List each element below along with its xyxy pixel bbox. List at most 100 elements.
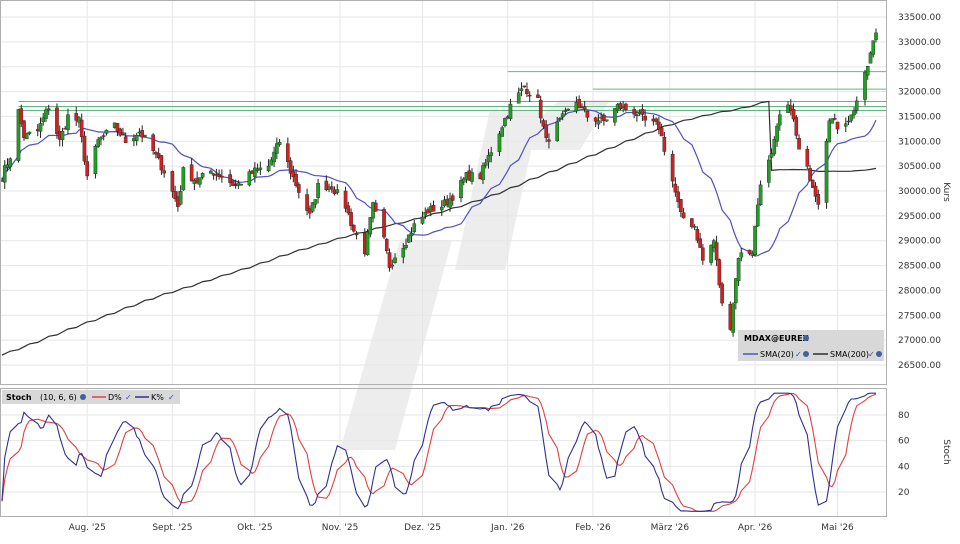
candle	[758, 180, 763, 206]
support-levels	[18, 71, 886, 111]
candle	[503, 117, 507, 128]
stoch-tick-label: 60	[898, 437, 910, 447]
candle	[390, 259, 395, 270]
info-icon[interactable]	[80, 394, 86, 400]
info-icon[interactable]	[803, 335, 809, 341]
stoch-legend: Stoch (10, 6, 6) D% ✓ K% ✓	[2, 390, 180, 404]
y-tick-label: 33500.00	[898, 13, 941, 23]
check-icon[interactable]: ✓	[868, 350, 875, 359]
candle	[24, 132, 29, 140]
candle	[775, 123, 779, 147]
candle	[486, 149, 491, 169]
candle	[16, 108, 21, 163]
candle	[772, 136, 777, 156]
candle	[154, 150, 158, 159]
candle	[794, 114, 799, 140]
candle	[673, 177, 678, 197]
main-legend: MDAX@EUREX SMA(20) ✓ SMA(200) ✓	[738, 330, 884, 361]
candle	[60, 127, 65, 147]
candle	[431, 200, 436, 212]
candle	[297, 182, 301, 199]
check-icon[interactable]: ✓	[168, 393, 175, 402]
y-tick-label: 31000.00	[898, 137, 941, 147]
x-tick-label: Jan. '26	[490, 523, 525, 533]
candle	[577, 95, 581, 109]
candle	[643, 109, 647, 127]
candle	[151, 133, 155, 155]
candle	[228, 169, 232, 187]
candle	[679, 198, 683, 218]
candle	[602, 113, 606, 126]
candle	[824, 138, 829, 209]
candle	[593, 116, 598, 128]
candle	[767, 155, 771, 188]
candle	[217, 169, 221, 180]
candle	[813, 182, 818, 203]
candle	[676, 185, 680, 209]
candle	[830, 118, 834, 124]
candle	[310, 202, 315, 213]
candle	[247, 169, 252, 187]
candle	[563, 107, 568, 115]
legend-sma200: SMA(200)	[830, 350, 869, 359]
candle	[508, 98, 513, 121]
candles	[0, 28, 878, 337]
candle	[604, 119, 609, 122]
candle	[335, 184, 340, 195]
candle	[547, 133, 551, 149]
candle	[123, 132, 128, 143]
candle	[483, 158, 488, 169]
candle	[681, 207, 686, 219]
info-icon[interactable]	[803, 351, 809, 357]
candle	[816, 189, 821, 210]
candle	[313, 199, 318, 209]
stoch-d-line	[1, 392, 877, 512]
candle	[810, 179, 815, 188]
y-tick-label: 27500.00	[898, 311, 941, 321]
x-tick-label: Dez. '25	[404, 523, 441, 533]
candle	[632, 106, 636, 119]
candle	[82, 131, 87, 165]
candle	[778, 110, 782, 131]
candle	[140, 125, 144, 143]
candle	[448, 192, 452, 212]
info-icon[interactable]	[876, 351, 882, 357]
candle	[566, 108, 570, 111]
candle	[714, 235, 719, 267]
candle	[805, 145, 810, 170]
main-panel-frame	[0, 0, 887, 385]
candle	[178, 185, 183, 206]
candle	[354, 231, 359, 240]
sma20-path	[1, 108, 877, 257]
candle	[368, 217, 373, 238]
candle	[134, 132, 139, 146]
candle	[459, 176, 463, 203]
stoch-panel-frame	[0, 388, 887, 517]
candle	[756, 198, 760, 228]
candle	[555, 116, 559, 142]
check-icon[interactable]: ✓	[795, 350, 802, 359]
candle	[79, 113, 84, 143]
candle	[200, 172, 205, 180]
candle	[162, 165, 166, 178]
candle	[698, 232, 702, 248]
candle	[558, 117, 562, 123]
candle	[19, 104, 24, 127]
candle	[253, 162, 257, 183]
candle	[384, 237, 389, 254]
check-icon[interactable]: ✓	[125, 393, 132, 402]
candle	[181, 166, 186, 191]
candle	[74, 106, 79, 126]
stoch-indicator-label: Stoch	[6, 393, 32, 402]
candle	[46, 104, 51, 115]
candle	[209, 169, 213, 174]
candle	[538, 95, 543, 124]
stoch-tick-label: 20	[898, 488, 910, 498]
candle	[739, 247, 744, 262]
stoch-lines	[1, 392, 877, 512]
y-tick-label: 31500.00	[898, 112, 941, 122]
candle	[500, 125, 505, 137]
candle	[690, 217, 694, 229]
